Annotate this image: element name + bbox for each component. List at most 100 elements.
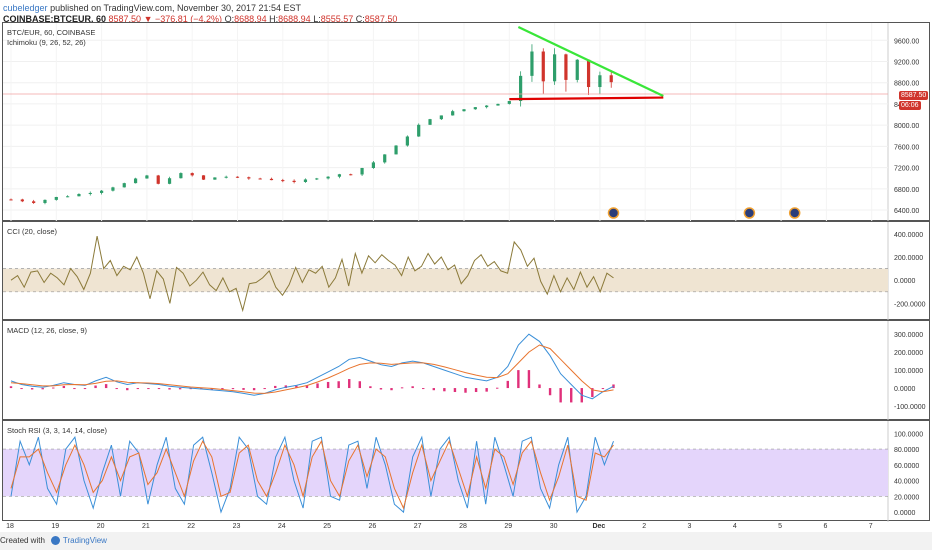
macd-histogram-bar — [104, 384, 108, 389]
low-value: 8555.57 — [320, 14, 354, 24]
candle-body — [519, 75, 523, 102]
macd-histogram-bar — [453, 388, 457, 393]
chart-header: cubeledger published on TradingView.com,… — [3, 3, 397, 25]
candle-body — [371, 162, 375, 168]
macd-histogram-bar — [178, 388, 182, 390]
symbol-label: COINBASE:BTCEUR, 60 — [3, 14, 107, 24]
candle-body — [145, 175, 149, 179]
macd-histogram-bar — [62, 385, 66, 389]
x-tick-label: 19 — [51, 523, 60, 530]
author-link[interactable]: cubeledger — [3, 3, 48, 13]
candle-body — [20, 199, 24, 202]
price-tick-label: 8800.00 — [894, 81, 919, 88]
macd-histogram-bar — [316, 383, 319, 389]
x-tick-label: 23 — [232, 523, 241, 530]
candle-body — [66, 196, 70, 198]
macd-histogram-bar — [559, 388, 562, 403]
candle-body — [428, 119, 432, 125]
macd-histogram-bar — [570, 388, 573, 403]
candle-body — [201, 175, 206, 180]
x-tick-label: 22 — [187, 523, 196, 530]
macd-histogram-bar — [601, 388, 605, 390]
tradingview-brand-link[interactable]: TradingView — [62, 536, 107, 545]
candle-body — [383, 154, 387, 163]
price-tick-label: 6800.00 — [894, 187, 919, 194]
macd-histogram-bar — [538, 384, 541, 389]
candle-body — [462, 109, 466, 112]
candle-body — [586, 59, 591, 88]
x-tick-label: 7 — [868, 523, 873, 530]
candle-body — [507, 101, 511, 104]
tradingview-logo-icon — [50, 536, 60, 546]
candle-body — [133, 178, 138, 184]
candle-body — [224, 176, 228, 178]
candle-body — [349, 174, 353, 176]
macd-line — [10, 333, 614, 400]
macd-histogram-bar — [242, 388, 245, 390]
candle-body — [496, 103, 500, 106]
cci-line — [10, 236, 614, 313]
candle-body — [235, 176, 240, 178]
published-text: published on TradingView.com, November 3… — [50, 3, 302, 13]
macd-histogram-bar — [252, 388, 256, 391]
candle-body — [32, 201, 36, 203]
x-tick-label: 3 — [687, 523, 692, 530]
macd-histogram-bar — [337, 381, 340, 389]
pane-tick-label: -200.0000 — [894, 301, 926, 308]
cci-chart-svg: 400.0000 200.0000 0.0000 -200.0000 — [3, 222, 926, 321]
price-tick-label: 6400.00 — [894, 208, 919, 215]
macd-histogram-bar — [115, 388, 118, 390]
candle-body — [213, 177, 217, 180]
event-marker-icon — [607, 207, 620, 219]
macd-pane[interactable]: 300.0000 200.0000 100.0000 0.0000 -100.0000 … — [2, 320, 930, 421]
close-value: 8587.50 — [364, 14, 398, 24]
macd-histogram-bar — [400, 387, 404, 389]
price-tick-label: 8000.00 — [894, 123, 919, 130]
candle-body — [281, 180, 285, 182]
pane-tick-label: 60.0000 — [894, 463, 919, 470]
pane-tick-label: 300.0000 — [894, 332, 923, 339]
candle-body — [100, 190, 104, 193]
x-tick-label: 18 — [6, 523, 14, 530]
x-tick-label: 6 — [823, 523, 828, 530]
candle-body — [269, 178, 274, 181]
candle-body — [575, 59, 579, 80]
price-tick-label: 7600.00 — [894, 144, 919, 151]
open-value: 8688.94 — [234, 14, 267, 24]
candle-body — [564, 54, 568, 80]
stoch-d-line — [10, 439, 614, 510]
candle-body — [405, 136, 409, 146]
macd-histogram-bar — [432, 388, 435, 391]
stoch-k-line — [10, 435, 614, 514]
macd-histogram-bar — [591, 388, 594, 398]
publish-line: cubeledger published on TradingView.com,… — [3, 3, 397, 14]
macd-histogram-bar — [168, 388, 171, 390]
macd-histogram-bar — [83, 388, 87, 390]
candle-body — [167, 178, 172, 184]
candle-body — [451, 111, 455, 116]
candle-body — [541, 51, 545, 82]
pane-tick-label: 100.0000 — [894, 431, 923, 438]
macd-histogram-bar — [126, 388, 129, 391]
macd-histogram-bar — [9, 386, 13, 389]
ichimoku-label: Ichimoku (9, 26, 52, 26) — [7, 38, 86, 47]
x-tick-label: 30 — [549, 523, 558, 530]
candle-body — [43, 199, 47, 203]
price-pane[interactable]: 6400.006800.007200.007600.008000.008400.… — [2, 22, 930, 222]
last-price: 8587.50 — [108, 14, 142, 24]
pane-band — [3, 449, 888, 497]
macd-histogram-bar — [506, 380, 509, 389]
x-tick-label: 21 — [141, 523, 150, 530]
macd-histogram-bar — [295, 385, 298, 389]
macd-histogram-bar — [496, 387, 499, 389]
cci-pane[interactable]: 400.0000 200.0000 0.0000 -200.0000 CCI (20,… — [2, 221, 930, 321]
macd-histogram-bar — [326, 381, 330, 389]
stoch-rsi-pane[interactable]: 100.0000 80.0000 60.0000 40.0000 20.0000 0.00… — [2, 420, 930, 522]
macd-histogram-bar — [136, 388, 140, 390]
pane-tick-label: 40.0000 — [894, 479, 919, 486]
candle-body — [122, 183, 126, 188]
candle-body — [360, 167, 364, 175]
candle-body — [485, 105, 489, 108]
chart-panes[interactable]: 6400.006800.007200.007600.008000.008400.… — [0, 22, 932, 532]
x-tick-label: Dec — [592, 523, 606, 530]
